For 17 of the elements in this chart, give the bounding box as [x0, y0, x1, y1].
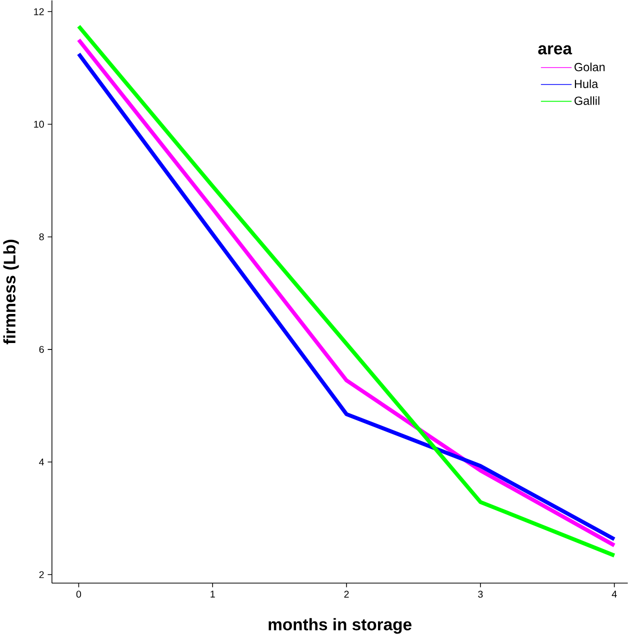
x-axis-title: months in storage — [268, 618, 412, 634]
y-tick-label: 12 — [34, 8, 44, 16]
x-tick-label: 3 — [478, 590, 483, 598]
y-tick-label: 6 — [39, 346, 44, 353]
y-tick-label: 10 — [34, 120, 44, 128]
y-tick-label: 8 — [39, 233, 44, 240]
legend-label: Hula — [574, 79, 598, 88]
x-tick-label: 0 — [76, 590, 82, 598]
x-tick-label: 1 — [210, 590, 215, 598]
y-tick-label: 4 — [39, 458, 44, 466]
legend-label: Gallil — [574, 96, 600, 105]
x-tick-label: 2 — [344, 590, 349, 598]
legend-title: area — [538, 45, 572, 54]
x-tick-label: 4 — [612, 590, 617, 598]
y-axis-title: firmness (Lb) — [3, 240, 19, 344]
y-tick-label: 2 — [39, 571, 44, 578]
legend-label: Golan — [574, 62, 605, 72]
